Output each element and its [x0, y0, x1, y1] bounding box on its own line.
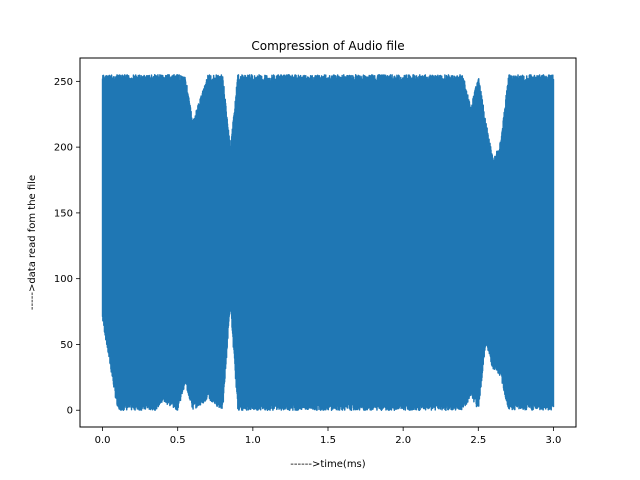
x-axis-ticks: 0.0 0.5 1.0 1.5 2.0 2.5 3.0	[95, 427, 562, 446]
x-tick-label: 3.0	[546, 435, 562, 446]
x-tick-label: 1.5	[320, 435, 336, 446]
y-tick-label: 100	[54, 274, 73, 285]
plot-area	[101, 74, 555, 411]
x-tick-label: 2.5	[470, 435, 486, 446]
y-tick-label: 0	[67, 406, 73, 417]
chart-title: Compression of Audio file	[251, 39, 404, 53]
y-tick-label: 50	[60, 340, 73, 351]
x-tick-label: 1.0	[245, 435, 261, 446]
y-tick-label: 150	[54, 208, 73, 219]
x-axis-label: ------>time(ms)	[290, 459, 365, 470]
y-axis-label: ----->data read fom the file	[27, 175, 38, 310]
y-tick-label: 200	[54, 143, 73, 154]
x-tick-label: 2.0	[395, 435, 411, 446]
y-axis-ticks: 0 50 100 150 200 250	[54, 77, 80, 417]
x-tick-label: 0.5	[170, 435, 186, 446]
series-line-0	[101, 74, 555, 411]
x-tick-label: 0.0	[95, 435, 111, 446]
y-tick-label: 250	[54, 77, 73, 88]
